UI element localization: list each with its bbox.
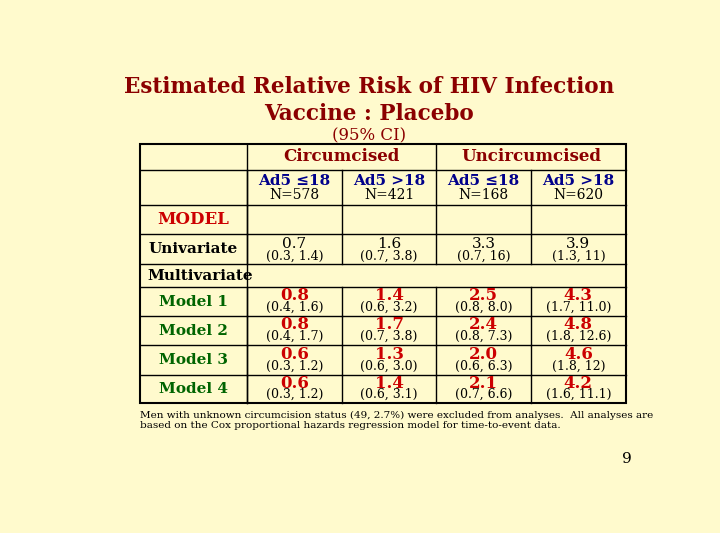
Text: N=620: N=620	[554, 188, 603, 202]
Text: (0.7, 16): (0.7, 16)	[457, 249, 510, 262]
Text: Univariate: Univariate	[149, 243, 238, 256]
Text: (0.8, 7.3): (0.8, 7.3)	[455, 330, 513, 343]
Text: (1.8, 12.6): (1.8, 12.6)	[546, 330, 611, 343]
FancyBboxPatch shape	[140, 144, 626, 402]
Text: (0.4, 1.6): (0.4, 1.6)	[266, 301, 323, 314]
Text: Model 2: Model 2	[159, 324, 228, 338]
Text: (0.7, 3.8): (0.7, 3.8)	[360, 330, 418, 343]
Text: Uncircumcised: Uncircumcised	[461, 148, 601, 165]
Text: 2.4: 2.4	[469, 317, 498, 334]
Text: (0.3, 1.2): (0.3, 1.2)	[266, 387, 323, 401]
Text: Ad5 ≤18: Ad5 ≤18	[448, 174, 520, 188]
Text: 1.6: 1.6	[377, 237, 401, 251]
Text: Ad5 >18: Ad5 >18	[353, 174, 425, 188]
Text: 0.6: 0.6	[280, 375, 309, 392]
Text: (0.3, 1.2): (0.3, 1.2)	[266, 359, 323, 373]
Text: (0.6, 3.1): (0.6, 3.1)	[360, 387, 418, 401]
Text: 2.0: 2.0	[469, 346, 498, 362]
Text: 0.8: 0.8	[280, 287, 309, 304]
Text: (0.7, 6.6): (0.7, 6.6)	[455, 387, 513, 401]
Text: 9: 9	[621, 452, 631, 466]
Text: N=168: N=168	[459, 188, 509, 202]
Text: Men with unknown circumcision status (49, 2.7%) were excluded from analyses.  Al: Men with unknown circumcision status (49…	[140, 411, 654, 430]
Text: Circumcised: Circumcised	[284, 148, 400, 165]
Text: 1.4: 1.4	[374, 287, 403, 304]
Text: (0.8, 8.0): (0.8, 8.0)	[455, 301, 513, 314]
Text: (0.6, 3.2): (0.6, 3.2)	[360, 301, 418, 314]
Text: (0.7, 3.8): (0.7, 3.8)	[360, 249, 418, 262]
Text: (0.4, 1.7): (0.4, 1.7)	[266, 330, 323, 343]
Text: 0.7: 0.7	[282, 237, 307, 251]
Text: 3.3: 3.3	[472, 237, 495, 251]
Text: 1.3: 1.3	[374, 346, 403, 362]
Text: (1.8, 12): (1.8, 12)	[552, 359, 605, 373]
Text: Vaccine : Placebo: Vaccine : Placebo	[264, 103, 474, 125]
Text: Multivariate: Multivariate	[147, 269, 253, 282]
Text: 4.3: 4.3	[564, 287, 593, 304]
Text: 4.8: 4.8	[564, 317, 593, 334]
Text: N=421: N=421	[364, 188, 414, 202]
Text: Ad5 >18: Ad5 >18	[542, 174, 614, 188]
Text: Model 4: Model 4	[159, 382, 228, 395]
Text: MODEL: MODEL	[158, 211, 230, 228]
Text: (0.3, 1.4): (0.3, 1.4)	[266, 249, 323, 262]
Text: N=578: N=578	[269, 188, 320, 202]
Text: (0.6, 3.0): (0.6, 3.0)	[360, 359, 418, 373]
Text: 4.6: 4.6	[564, 346, 593, 362]
Text: 1.7: 1.7	[374, 317, 403, 334]
Text: 0.6: 0.6	[280, 346, 309, 362]
Text: (95% CI): (95% CI)	[332, 127, 406, 144]
Text: Model 1: Model 1	[159, 295, 228, 309]
Text: Estimated Relative Risk of HIV Infection: Estimated Relative Risk of HIV Infection	[124, 76, 614, 98]
Text: (1.7, 11.0): (1.7, 11.0)	[546, 301, 611, 314]
Text: 3.9: 3.9	[567, 237, 590, 251]
Text: 1.4: 1.4	[374, 375, 403, 392]
Text: 2.5: 2.5	[469, 287, 498, 304]
Text: Ad5 ≤18: Ad5 ≤18	[258, 174, 330, 188]
Text: (1.6, 11.1): (1.6, 11.1)	[546, 387, 611, 401]
Text: Model 3: Model 3	[159, 353, 228, 367]
Text: 4.2: 4.2	[564, 375, 593, 392]
Text: 2.1: 2.1	[469, 375, 498, 392]
Text: 0.8: 0.8	[280, 317, 309, 334]
Text: (1.3, 11): (1.3, 11)	[552, 249, 606, 262]
Text: (0.6, 6.3): (0.6, 6.3)	[455, 359, 513, 373]
